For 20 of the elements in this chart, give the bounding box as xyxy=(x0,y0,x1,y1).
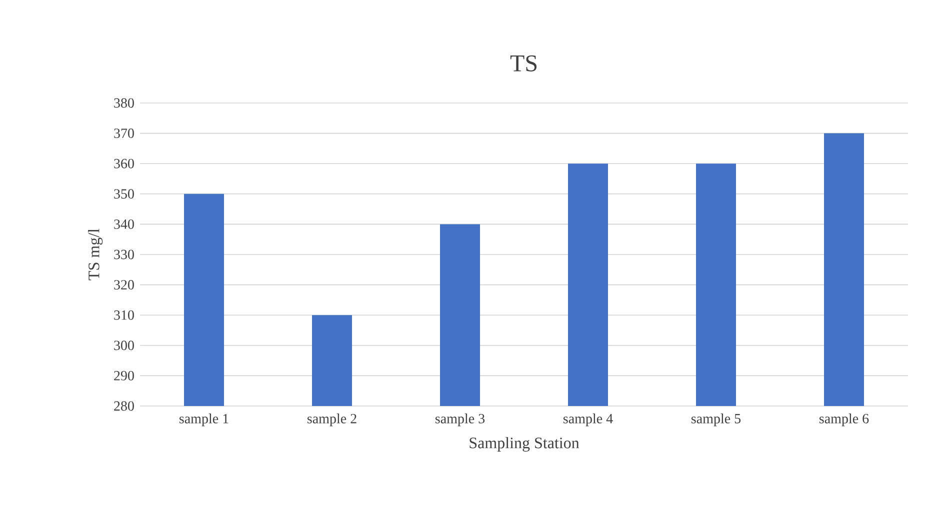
x-tick-label: sample 6 xyxy=(820,414,869,426)
x-tick-label: sample 4 xyxy=(564,414,613,426)
y-tick-label: 350 xyxy=(114,189,134,199)
x-tick-label: sample 3 xyxy=(436,414,485,426)
x-axis-title: Sampling Station xyxy=(470,437,580,452)
y-tick-label: 340 xyxy=(114,219,134,229)
y-tick-label: 300 xyxy=(114,340,134,350)
y-tick-label: 320 xyxy=(114,280,134,290)
y-tick-label: 280 xyxy=(114,401,134,411)
x-tick-label: sample 2 xyxy=(308,414,356,426)
y-tick-label: 360 xyxy=(114,158,134,168)
y-tick-label: 380 xyxy=(114,98,134,108)
y-tick-label: 310 xyxy=(114,310,134,320)
y-tick-label: 290 xyxy=(114,370,134,380)
y-tick-label: 370 xyxy=(114,128,134,138)
y-tick-label: 330 xyxy=(114,250,134,260)
x-tick-label: sample 1 xyxy=(180,414,228,426)
x-tick-label: sample 5 xyxy=(692,414,741,426)
y-axis-title: TS mg/l xyxy=(88,228,103,280)
chart-title: TS xyxy=(510,55,537,72)
